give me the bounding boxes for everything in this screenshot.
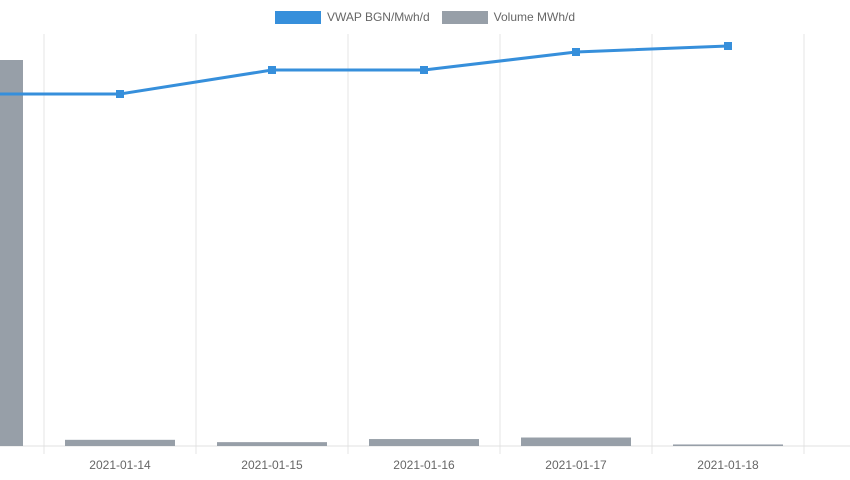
legend-swatch-vwap [274,10,321,24]
volume-bar [217,442,327,446]
vwap-point [268,66,276,74]
vwap-point [724,42,732,50]
x-tick-label: 2021-01-16 [393,458,455,472]
vwap-line [0,44,729,96]
legend-label-vwap: VWAP BGN/Mwh/d [326,10,430,24]
chart-legend: VWAP BGN/Mwh/d Volume MWh/d [0,7,850,27]
volume-bar [673,444,783,446]
vwap-point [572,48,580,56]
x-tick-label: 2021-01-14 [89,458,151,472]
x-tick-label: 2021-01-18 [697,458,759,472]
volume-bar [0,60,23,446]
legend-item-vwap[interactable]: VWAP BGN/Mwh/d [274,10,430,24]
x-tick-label: 2021-01-17 [545,458,607,472]
legend-item-volume[interactable]: Volume MWh/d [441,10,576,24]
x-tick-label: 2021-01-15 [241,458,303,472]
volume-bar [369,439,479,446]
vwap-point [116,90,124,98]
volume-bar [521,437,631,446]
legend-label-volume: Volume MWh/d [493,10,576,24]
volume-bar [65,439,175,446]
legend-swatch-volume [441,10,488,24]
vwap-point [420,66,428,74]
